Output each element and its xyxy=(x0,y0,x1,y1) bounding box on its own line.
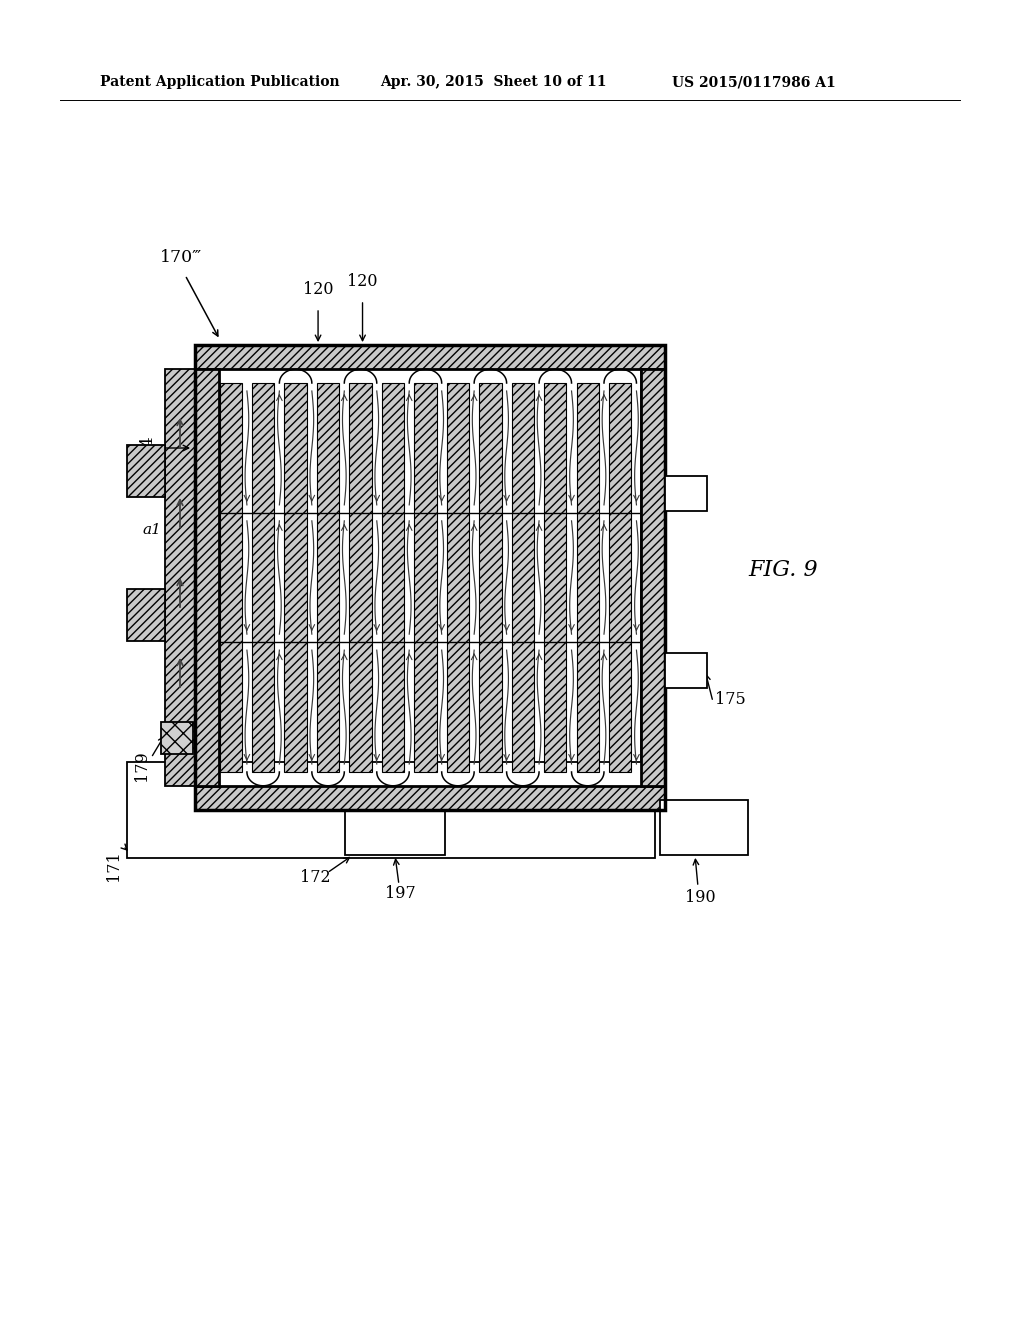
Text: 171: 171 xyxy=(105,850,122,880)
Polygon shape xyxy=(641,370,665,785)
Text: Patent Application Publication: Patent Application Publication xyxy=(100,75,340,88)
Polygon shape xyxy=(285,383,307,772)
Polygon shape xyxy=(544,383,566,772)
Polygon shape xyxy=(195,785,665,810)
Polygon shape xyxy=(161,722,193,754)
Polygon shape xyxy=(609,383,632,772)
Polygon shape xyxy=(415,383,436,772)
Text: 120: 120 xyxy=(347,273,378,290)
Text: 170‴: 170‴ xyxy=(160,249,202,267)
Polygon shape xyxy=(665,653,707,688)
Text: 179: 179 xyxy=(133,751,150,781)
Text: a1: a1 xyxy=(142,523,161,537)
Polygon shape xyxy=(349,383,372,772)
Polygon shape xyxy=(660,800,748,855)
Text: 120: 120 xyxy=(303,281,334,298)
Text: 172: 172 xyxy=(300,869,331,886)
Polygon shape xyxy=(252,383,274,772)
Polygon shape xyxy=(219,383,242,772)
Polygon shape xyxy=(127,445,165,496)
Text: 197: 197 xyxy=(385,884,416,902)
Polygon shape xyxy=(665,477,707,511)
Polygon shape xyxy=(127,589,165,640)
Polygon shape xyxy=(165,370,195,785)
Text: FIG. 9: FIG. 9 xyxy=(748,558,817,581)
Polygon shape xyxy=(195,345,665,370)
Polygon shape xyxy=(446,383,469,772)
Polygon shape xyxy=(512,383,535,772)
Text: US 2015/0117986 A1: US 2015/0117986 A1 xyxy=(672,75,836,88)
Polygon shape xyxy=(577,383,599,772)
Polygon shape xyxy=(219,370,641,785)
Text: Apr. 30, 2015  Sheet 10 of 11: Apr. 30, 2015 Sheet 10 of 11 xyxy=(380,75,606,88)
Polygon shape xyxy=(316,383,339,772)
Text: 175: 175 xyxy=(715,692,745,709)
Text: 190: 190 xyxy=(685,888,716,906)
Polygon shape xyxy=(127,762,655,858)
Text: 174: 174 xyxy=(138,434,155,466)
Polygon shape xyxy=(479,383,502,772)
Polygon shape xyxy=(195,370,219,785)
Polygon shape xyxy=(345,810,445,855)
Polygon shape xyxy=(382,383,404,772)
